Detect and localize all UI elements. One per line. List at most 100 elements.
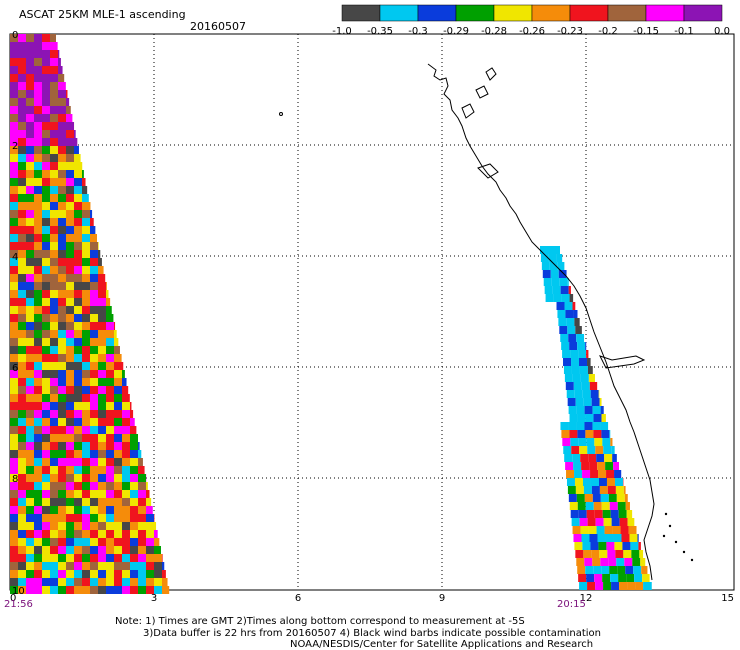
y-tick-label: 6 (12, 363, 18, 374)
swath-cell (26, 162, 34, 170)
swath-cell (34, 122, 42, 130)
swath-cell (98, 370, 106, 378)
swath-cell (576, 334, 585, 342)
swath-cell (98, 306, 106, 314)
swath-cell (625, 566, 634, 574)
swath-cell (82, 178, 86, 186)
x-tick-label: 0 (10, 593, 16, 604)
swath-cell (146, 522, 154, 530)
swath-cell (74, 194, 82, 202)
swath-cell (593, 502, 602, 510)
swath-cell (74, 354, 82, 362)
swath-cell (10, 402, 18, 410)
swath-cell (548, 246, 556, 254)
swath-cell (122, 570, 130, 578)
swath-cell (42, 266, 50, 274)
swath-cell (26, 226, 34, 234)
swath-cell (34, 210, 42, 218)
swath-cell (18, 522, 26, 530)
swath-cell (566, 390, 575, 398)
swath-cell (540, 246, 548, 254)
scale-label: -0.2 (598, 26, 618, 37)
swath-cell (614, 478, 623, 486)
swath-cell (611, 582, 620, 590)
swath-cell (583, 398, 592, 406)
swath-cell (138, 578, 146, 586)
swath-cell (42, 202, 50, 210)
swath-cell (74, 170, 82, 178)
swath-cell (591, 486, 600, 494)
swath-cell (544, 286, 553, 294)
swath-cell (26, 514, 34, 522)
swath-cell (556, 302, 565, 310)
swath-cell (560, 334, 569, 342)
swath-cell (50, 578, 58, 586)
swath-cell (58, 586, 66, 594)
swath-cell (66, 514, 74, 522)
swath-cell (42, 58, 50, 66)
swath-cell (90, 522, 98, 530)
swath-cell (154, 522, 157, 530)
swath-cell (58, 498, 66, 506)
swath-cell (18, 218, 26, 226)
swath-cell (562, 350, 571, 358)
swath-cell (573, 534, 582, 542)
swath-cell (130, 506, 138, 514)
swath-cell (608, 494, 617, 502)
swath-cell (90, 498, 98, 506)
swath-cell (82, 402, 90, 410)
swath-cell (568, 406, 577, 414)
swath-cell (631, 550, 640, 558)
swath-cell (50, 138, 58, 146)
swath-cell (130, 554, 138, 562)
swath-cell (74, 330, 82, 338)
swath-cell (74, 474, 82, 482)
swath-cell (66, 530, 74, 538)
swath-cell (58, 282, 66, 290)
swath-cell (580, 526, 589, 534)
swath-cell (571, 518, 580, 526)
swath-cell (74, 290, 82, 298)
swath-cell (586, 438, 595, 446)
right-swath (540, 246, 652, 590)
swath-cell (42, 402, 50, 410)
swath-cell (575, 550, 584, 558)
swath-cell (74, 450, 82, 458)
swath-cell (10, 498, 18, 506)
swath-cell (58, 306, 66, 314)
swath-cell (82, 394, 90, 402)
swath-cell (66, 522, 74, 530)
swath-cell (106, 378, 114, 386)
swath-cell (82, 530, 90, 538)
swath-cell (58, 202, 66, 210)
swath-cell (568, 422, 577, 430)
swath-cell (26, 434, 34, 442)
swath-cell (98, 546, 106, 554)
swath-cell (106, 402, 114, 410)
swath-cell (609, 566, 618, 574)
swath-cell (58, 514, 66, 522)
swath-cell (612, 454, 617, 462)
swath-cell (122, 378, 127, 386)
swath-cell (122, 586, 130, 594)
swath-cell (26, 370, 34, 378)
swath-cell (98, 242, 99, 250)
swath-cell (603, 446, 612, 454)
swath-cell (34, 290, 42, 298)
swath-cell (580, 454, 589, 462)
swath-cell (90, 482, 98, 490)
swath-cell (146, 482, 148, 490)
swath-cell (10, 370, 18, 378)
swath-cell (42, 170, 50, 178)
swath-cell (58, 546, 66, 554)
swath-cell (599, 486, 608, 494)
scale-label: -0.26 (519, 26, 545, 37)
swath-cell (566, 478, 575, 486)
swath-cell (565, 382, 574, 390)
swath-cell (66, 306, 74, 314)
swath-cell (10, 586, 18, 594)
swath-cell (90, 362, 98, 370)
swath-cell (10, 226, 18, 234)
swath-cell (50, 498, 58, 506)
swath-cell (572, 374, 581, 382)
